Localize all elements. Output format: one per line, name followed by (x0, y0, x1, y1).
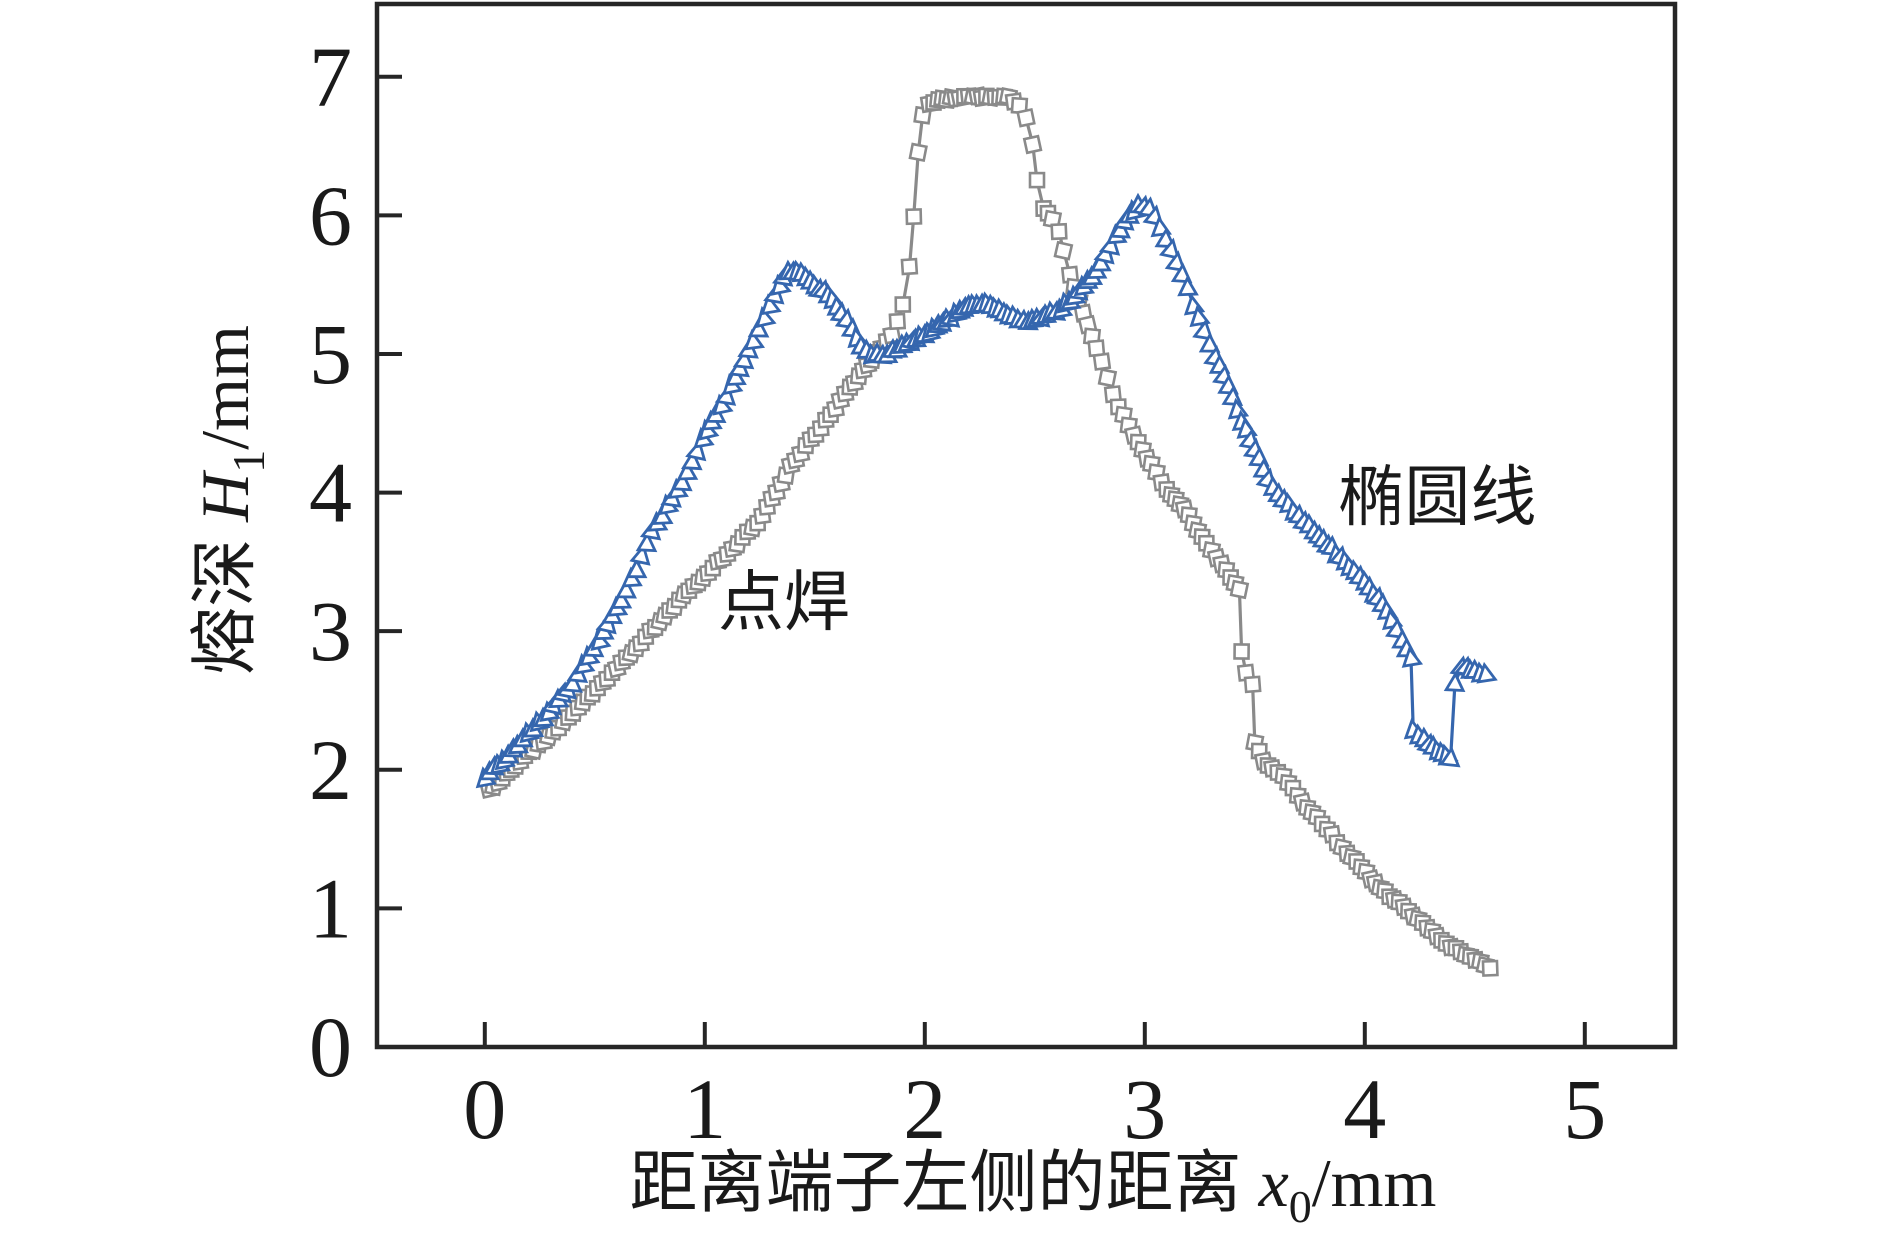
square-marker (900, 257, 919, 276)
triangle-marker (743, 328, 766, 351)
x-tick-label: 1 (683, 1061, 726, 1157)
triangle-marker (651, 504, 674, 526)
plot-frame (374, 1, 1678, 1050)
y-tick-label: 2 (309, 722, 352, 818)
square-marker (894, 296, 912, 313)
square-marker (1097, 368, 1118, 388)
square-marker (908, 142, 928, 163)
triangle-marker (1158, 237, 1181, 260)
x-axis-title-unit: /mm (1312, 1145, 1437, 1221)
x-tick-label: 5 (1563, 1061, 1606, 1157)
square-marker (1233, 643, 1250, 660)
triangle-marker (1189, 305, 1211, 328)
x-tick-label: 2 (903, 1061, 946, 1157)
square-marker (1016, 107, 1036, 128)
square-marker (1481, 959, 1499, 977)
square-marker (888, 312, 907, 331)
triangle-marker (1170, 262, 1193, 284)
y-axis-title-variable: H (187, 469, 263, 523)
x-axis-title-text: 距离端子左侧的距离 (630, 1145, 1259, 1221)
triangle-marker (615, 577, 637, 599)
y-axis-title: 熔深 H1/mm (187, 325, 274, 675)
square-marker (1229, 579, 1250, 600)
triangle-marker (732, 347, 755, 370)
series-markers-1 (475, 192, 1498, 789)
triangle-marker (671, 470, 693, 492)
y-tick-label: 4 (309, 445, 352, 541)
triangle-marker (1443, 671, 1466, 693)
series-label-spot-weld: 点焊 (718, 567, 850, 640)
x-tick-label: 0 (463, 1061, 506, 1157)
square-marker (1053, 240, 1074, 261)
y-axis-title-text: 熔深 (187, 522, 263, 675)
triangle-marker (1164, 250, 1187, 273)
square-marker (1092, 352, 1112, 371)
triangle-marker (1401, 645, 1424, 668)
x-tick-label: 4 (1343, 1061, 1386, 1157)
x-axis-title-variable: x (1258, 1145, 1289, 1221)
square-marker (1022, 134, 1043, 155)
y-tick-label: 7 (309, 29, 352, 125)
x-axis-title: 距离端子左侧的距离 x0/mm (630, 1145, 1437, 1232)
y-axis-title-subscript: 1 (223, 450, 274, 473)
triangle-marker (1438, 745, 1461, 768)
triangle-marker (1198, 332, 1221, 353)
x-tick-label: 3 (1123, 1061, 1166, 1157)
triangle-marker (610, 588, 633, 609)
triangle-marker (1476, 661, 1498, 684)
y-tick-label: 0 (309, 999, 352, 1095)
triangle-marker (760, 293, 782, 316)
y-axis-title-unit: /mm (187, 325, 263, 450)
triangle-marker (1177, 275, 1199, 297)
plot-area: 0 1 2 3 4 5 0 1 2 3 4 5 6 7 (309, 1, 1678, 1157)
y-tick-label: 6 (309, 167, 352, 263)
triangle-marker (1192, 318, 1214, 341)
x-axis-title-subscript: 0 (1289, 1181, 1312, 1232)
y-tick-label: 5 (309, 306, 352, 402)
square-marker (1050, 222, 1068, 241)
triangle-marker (681, 449, 703, 471)
square-marker (905, 208, 923, 226)
triangle-marker (625, 557, 648, 579)
square-marker (1243, 675, 1262, 694)
triangle-marker (635, 531, 658, 553)
triangle-marker (676, 459, 699, 481)
triangle-marker (747, 316, 770, 338)
square-marker (1028, 171, 1046, 189)
series-line-1 (483, 202, 1488, 779)
triangle-marker (561, 671, 583, 693)
y-tick-label: 3 (309, 583, 352, 679)
series-label-ellipse: 椭圆线 (1338, 461, 1536, 534)
y-tick-label: 1 (309, 860, 352, 956)
